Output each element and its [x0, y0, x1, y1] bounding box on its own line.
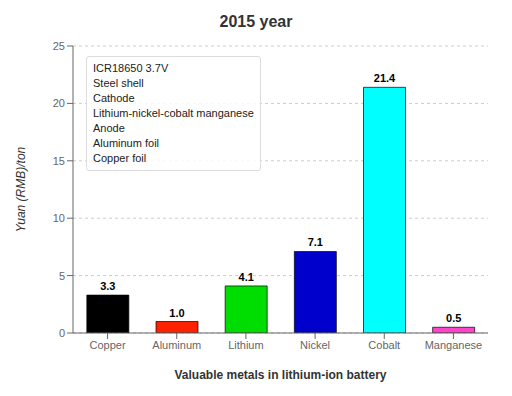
html-text:Cathode: Cathode [93, 92, 135, 104]
svg-text:25: 25 [53, 40, 65, 52]
svg-text:Yuan (RMB)/ton: Yuan (RMB)/ton [14, 146, 28, 232]
svg-text:20: 20 [53, 97, 65, 109]
html-text:ICR18650 3.7V: ICR18650 3.7V [93, 62, 169, 74]
svg-text:15: 15 [53, 155, 65, 167]
svg-text:Cobalt: Cobalt [368, 339, 400, 351]
html-text:2015 year: 2015 year [219, 13, 293, 30]
svg-text:21.4: 21.4 [374, 72, 396, 84]
html-text:Lithium-nickel-cobalt manganes: Lithium-nickel-cobalt manganese [93, 107, 254, 119]
svg-text:Nickel: Nickel [300, 339, 330, 351]
svg-text:Aluminum: Aluminum [152, 339, 201, 351]
svg-text:0: 0 [59, 327, 65, 339]
html-text:Aluminum foil: Aluminum foil [93, 137, 159, 149]
html-text:Copper foil: Copper foil [93, 152, 147, 164]
svg-text:5: 5 [59, 270, 65, 282]
svg-text:10: 10 [53, 212, 65, 224]
svg-text:4.1: 4.1 [239, 271, 254, 283]
svg-text:7.1: 7.1 [308, 236, 323, 248]
svg-text:Lithium: Lithium [228, 339, 263, 351]
svg-text:3.3: 3.3 [100, 280, 115, 292]
html-text:Steel shell: Steel shell [93, 77, 144, 89]
svg-text:Copper: Copper [90, 339, 126, 351]
svg-text:1.0: 1.0 [169, 307, 184, 319]
svg-text:Valuable metals in lithium-ion: Valuable metals in lithium-ion battery [174, 368, 386, 382]
html-text:Anode: Anode [93, 122, 125, 134]
svg-text:0.5: 0.5 [446, 312, 461, 324]
svg-text:Manganese: Manganese [425, 339, 483, 351]
